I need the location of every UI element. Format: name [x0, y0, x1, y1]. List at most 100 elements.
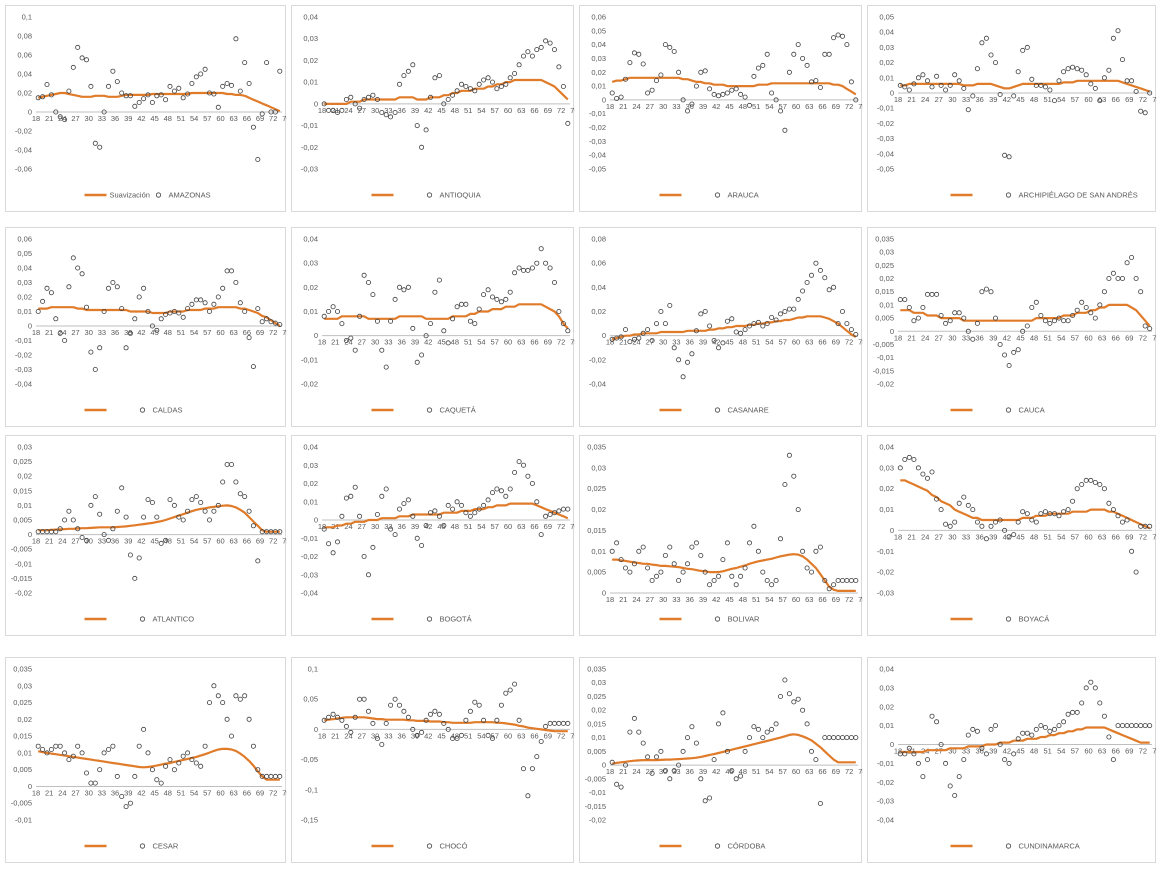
- data-point: [454, 499, 460, 505]
- data-point: [547, 512, 553, 518]
- data-point: [614, 335, 620, 341]
- x-tick-label: 30: [85, 114, 93, 123]
- data-point: [795, 296, 801, 302]
- y-tick-label: 0,03: [303, 34, 318, 43]
- data-point: [1138, 108, 1144, 114]
- y-tick-label: 0: [28, 530, 32, 539]
- data-point: [947, 318, 953, 324]
- data-point: [795, 42, 801, 48]
- data-point: [220, 700, 226, 706]
- x-tick-label: 69: [1125, 95, 1133, 104]
- data-point: [993, 315, 999, 321]
- data-point: [804, 565, 810, 571]
- x-tick-label: 42: [1003, 95, 1011, 104]
- data-point: [167, 757, 173, 763]
- x-tick-label: 33: [962, 95, 970, 104]
- legend-series-label: ANTIOQUIA: [440, 191, 481, 200]
- chart-svg: 0,035 0,03 0,025 0,02 0,015 0,01 0,005 0 -0,005 -…: [585, 665, 863, 851]
- y-tick-label: 0,02: [17, 472, 32, 481]
- data-point: [326, 309, 332, 315]
- x-tick-label: 51: [1044, 532, 1052, 541]
- legend-points-swatch: [426, 192, 433, 198]
- x-tick-label: 24: [632, 338, 640, 347]
- data-point: [1061, 69, 1067, 75]
- data-point: [1020, 509, 1026, 515]
- data-point: [715, 573, 721, 579]
- data-point: [689, 351, 695, 357]
- data-point: [145, 309, 151, 315]
- data-point: [702, 68, 708, 74]
- x-tick-label: 42: [137, 114, 145, 123]
- data-point: [773, 317, 779, 323]
- data-point: [755, 65, 761, 71]
- data-point: [40, 298, 46, 304]
- x-tick-label: 36: [111, 537, 119, 546]
- data-point: [897, 297, 903, 303]
- data-point: [720, 340, 726, 346]
- x-tick-label: 66: [243, 788, 251, 797]
- data-point: [352, 484, 358, 490]
- data-point: [974, 66, 980, 72]
- data-point: [114, 79, 120, 85]
- x-tick-label: 54: [765, 338, 773, 347]
- data-point: [826, 287, 832, 293]
- y-tick-label: 0,01: [879, 300, 894, 309]
- data-point: [92, 366, 98, 372]
- y-tick-label: -0,04: [589, 151, 606, 160]
- data-point: [215, 502, 221, 508]
- data-point: [920, 305, 926, 311]
- y-tick-label: -0,02: [877, 568, 894, 577]
- data-point: [897, 465, 903, 471]
- data-point: [1074, 307, 1080, 313]
- data-point: [215, 294, 221, 300]
- data-point: [388, 318, 394, 324]
- data-point: [330, 550, 336, 556]
- x-tick-label: 27: [646, 767, 654, 776]
- data-point: [769, 90, 775, 96]
- chart-panel-14: 0,035 0,03 0,025 0,02 0,015 0,01 0,005 0 -0,005 -…: [579, 657, 863, 863]
- data-point: [419, 543, 425, 549]
- y-tick-label: -0,03: [877, 797, 894, 806]
- x-tick-label: 36: [686, 102, 694, 111]
- data-point: [934, 496, 940, 502]
- data-point: [220, 83, 226, 89]
- legend-series-label: BOYACÁ: [1019, 615, 1050, 624]
- x-tick-label: 36: [111, 328, 119, 337]
- y-tick-label: 0,04: [879, 443, 894, 452]
- data-point: [489, 490, 495, 496]
- y-tick-label: 0: [28, 108, 32, 117]
- data-point: [1133, 723, 1139, 729]
- data-point: [503, 296, 509, 302]
- x-tick-label: 21: [331, 731, 339, 740]
- data-point: [123, 804, 129, 810]
- legend-series-label: CUNDINAMARCA: [1019, 842, 1080, 851]
- x-tick-label: 42: [424, 106, 432, 115]
- data-point: [934, 719, 940, 725]
- y-tick-label: 0,04: [303, 443, 318, 452]
- data-point: [374, 736, 380, 742]
- chart-panel-11: 0,04 0,03 0,02 0,01 0 -0,01 -0,02 -0,03 18 21 24 27…: [867, 435, 1157, 636]
- y-tick-label: -0,02: [15, 127, 32, 136]
- x-tick-label: 69: [832, 338, 840, 347]
- data-point: [848, 577, 854, 583]
- x-tick-label: 57: [203, 788, 211, 797]
- chart-panel-13: 0,1 0,05 0 -0,05 -0,1 -0,15 18 21 24 27 30 33 36 39 42…: [291, 657, 575, 863]
- x-tick-label: 21: [45, 328, 53, 337]
- legend-series-label: CAUCA: [1019, 406, 1045, 415]
- x-tick-label: 51: [752, 102, 760, 111]
- x-tick-label: 33: [384, 338, 392, 347]
- data-point: [419, 729, 425, 735]
- y-tick-label: 0: [602, 589, 606, 598]
- y-tick-label: 0,03: [591, 463, 606, 472]
- data-point: [755, 548, 761, 554]
- data-point: [1097, 700, 1103, 706]
- x-tick-label: 42: [137, 537, 145, 546]
- data-point: [636, 335, 642, 341]
- y-tick-label: -0,04: [15, 380, 32, 389]
- data-point: [472, 321, 478, 327]
- data-point: [436, 513, 442, 519]
- data-point: [938, 313, 944, 319]
- data-point: [791, 699, 797, 705]
- data-point: [667, 544, 673, 550]
- data-point: [62, 338, 68, 344]
